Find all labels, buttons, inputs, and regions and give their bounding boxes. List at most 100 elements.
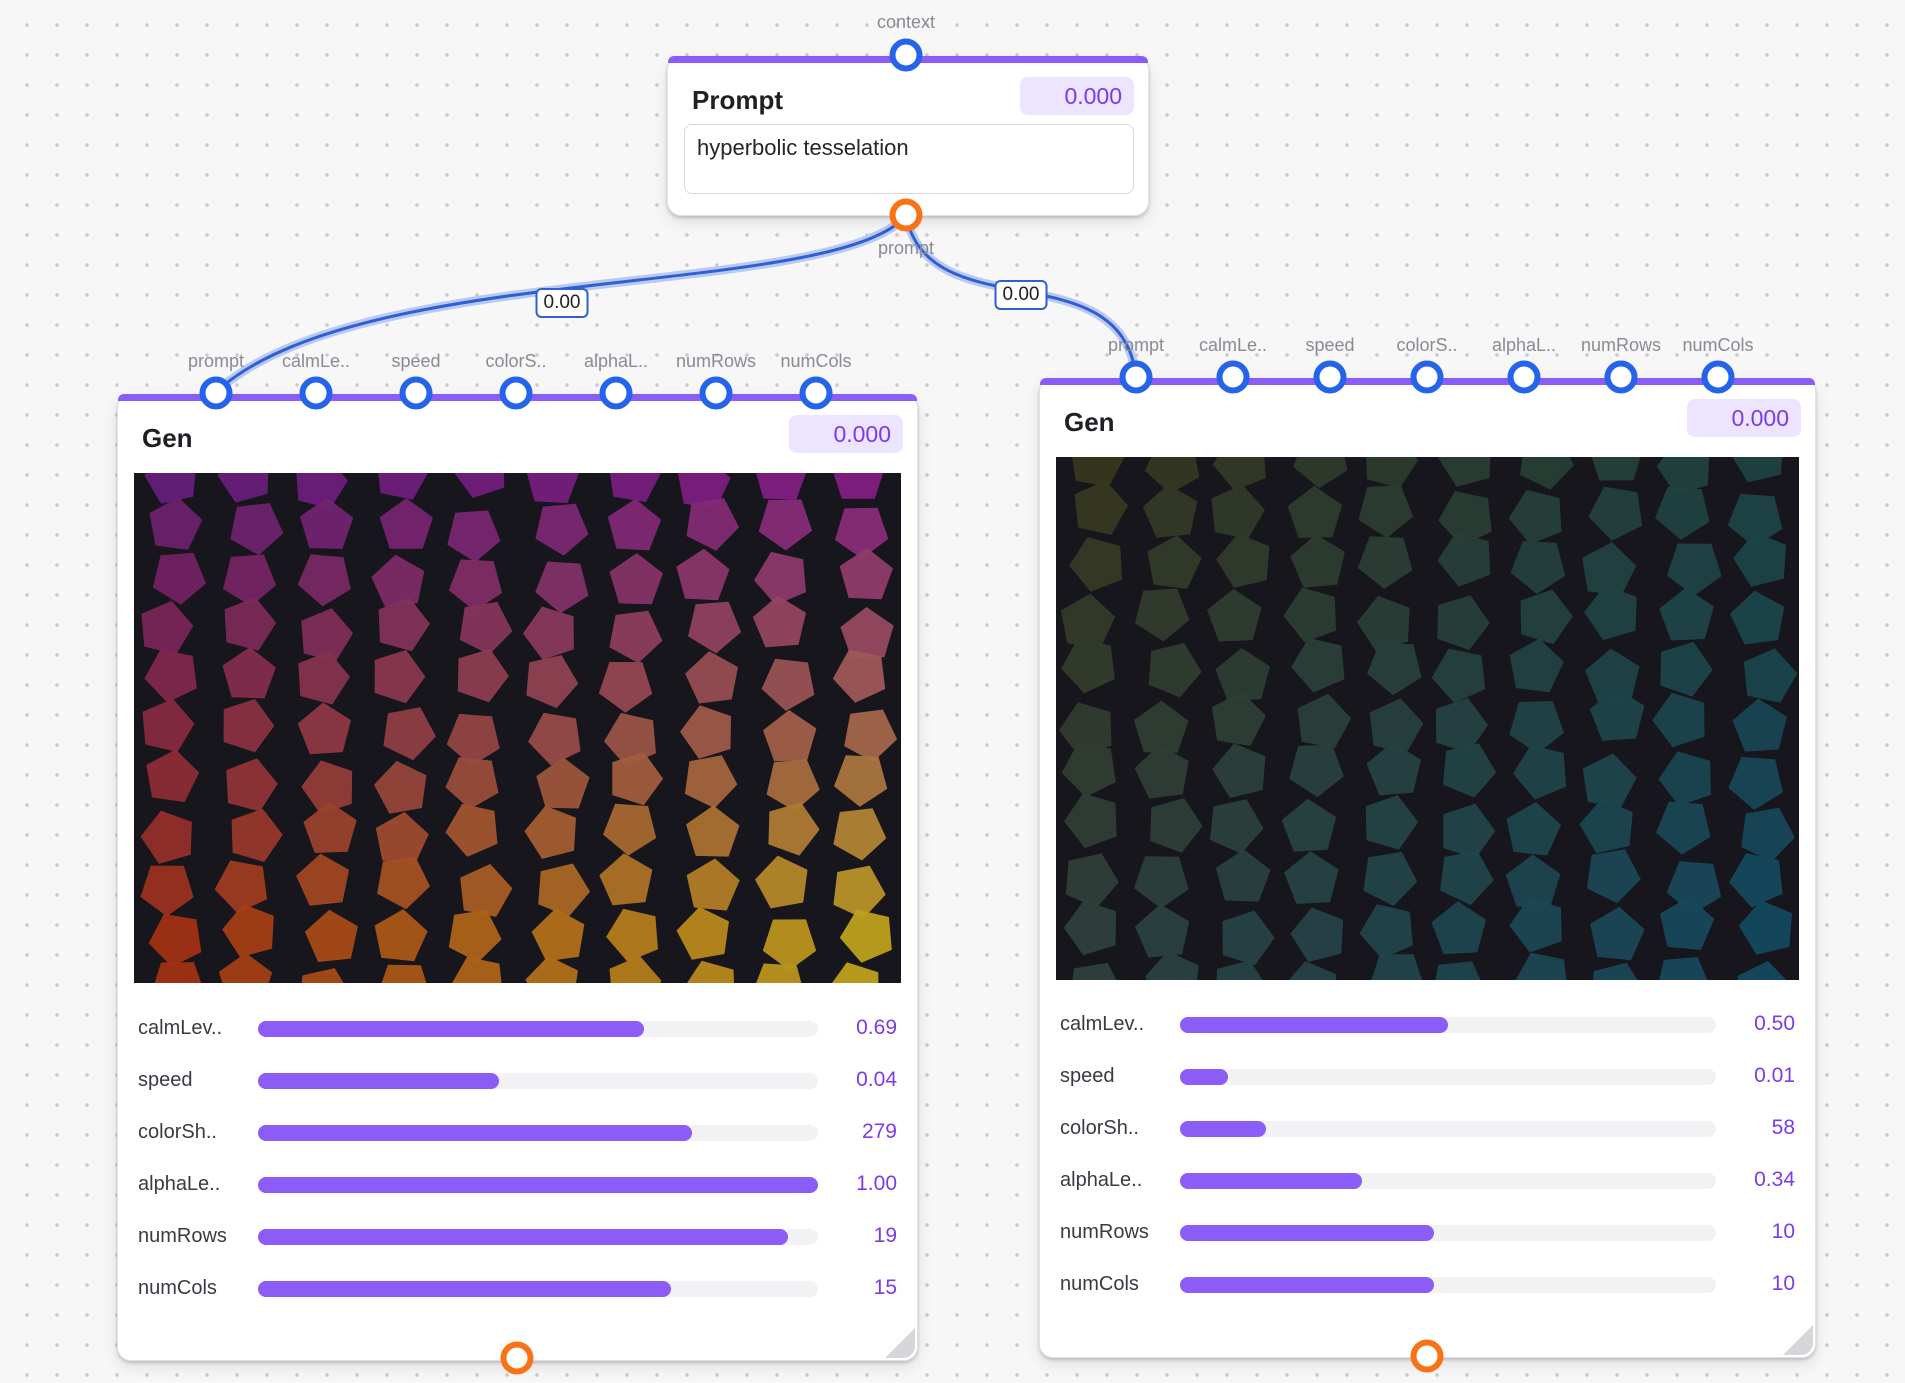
- slider-row[interactable]: numCols 10: [1060, 1269, 1795, 1299]
- pentagon-shape: [536, 757, 590, 809]
- pentagon-shape: [1060, 593, 1116, 648]
- slider-label: numRows: [1060, 1221, 1149, 1243]
- pentagon-shape: [1728, 756, 1783, 810]
- slider-fill: [258, 1125, 692, 1141]
- pentagon-shape: [377, 856, 430, 910]
- slider-value: 0.69: [856, 1016, 897, 1039]
- slider-row[interactable]: numRows 19: [138, 1221, 897, 1251]
- pentagon-shape: [1284, 851, 1339, 904]
- gen-output-handle[interactable]: [1410, 1339, 1443, 1373]
- pentagon-shape: [834, 507, 889, 559]
- slider-value: 0.01: [1754, 1064, 1795, 1087]
- node-value-badge: 0.000: [1687, 399, 1801, 437]
- pentagon-shape: [840, 607, 894, 659]
- pentagon-shape: [1431, 901, 1487, 955]
- pentagon-shape: [832, 649, 886, 703]
- input-handle-1[interactable]: [1216, 360, 1250, 394]
- slider-row[interactable]: calmLev.. 0.50: [1060, 1009, 1795, 1039]
- slider-row[interactable]: numCols 15: [138, 1273, 897, 1303]
- pentagon-shape: [833, 808, 887, 861]
- pentagon-shape: [301, 968, 344, 983]
- input-handle-2[interactable]: [399, 376, 433, 410]
- input-handle-0[interactable]: [199, 376, 233, 410]
- gen-node-left[interactable]: Gen 0.000 calmLev.. 0.69 speed 0.04 colorSh.…: [117, 394, 918, 1361]
- prompt-output-handle[interactable]: [889, 198, 923, 232]
- slider-row[interactable]: speed 0.04: [138, 1065, 897, 1095]
- gen-node-right[interactable]: Gen 0.000 calmLev.. 0.50 speed 0.01 colorSh.…: [1039, 378, 1816, 1358]
- input-label-4: alphaL..: [583, 351, 649, 371]
- pentagon-shape: [144, 473, 196, 504]
- pentagon-shape: [1443, 743, 1497, 798]
- pentagon-shape: [1509, 638, 1564, 693]
- input-handle-6[interactable]: [799, 376, 833, 410]
- slider-row[interactable]: speed 0.01: [1060, 1061, 1795, 1091]
- context-input-handle[interactable]: [889, 38, 923, 72]
- slider-track[interactable]: [258, 1229, 818, 1245]
- slider-track[interactable]: [1180, 1173, 1716, 1189]
- edge-label-1[interactable]: 0.00: [535, 288, 589, 318]
- slider-row[interactable]: numRows 10: [1060, 1217, 1795, 1247]
- slider-value: 0.50: [1754, 1012, 1795, 1035]
- input-handle-5[interactable]: [1604, 360, 1638, 394]
- slider-track[interactable]: [258, 1177, 818, 1193]
- slider-row[interactable]: colorSh.. 58: [1060, 1113, 1795, 1143]
- slider-row[interactable]: colorSh.. 279: [138, 1117, 897, 1147]
- pentagon-shape: [298, 651, 350, 705]
- slider-track[interactable]: [1180, 1121, 1716, 1137]
- slider-fill: [1180, 1069, 1229, 1085]
- pentagon-shape: [1065, 853, 1119, 908]
- input-handle-3[interactable]: [1410, 360, 1444, 394]
- pentagon-shape: [762, 919, 817, 971]
- slider-track[interactable]: [1180, 1225, 1716, 1241]
- input-handle-1[interactable]: [299, 376, 333, 410]
- pentagon-shape: [1211, 691, 1266, 746]
- pentagon-shape: [296, 853, 350, 906]
- generated-canvas: [134, 473, 901, 983]
- pentagon-shape: [763, 710, 817, 762]
- pentagon-shape: [603, 803, 657, 856]
- slider-row[interactable]: alphaLe.. 0.34: [1060, 1165, 1795, 1195]
- slider-row[interactable]: alphaLe.. 1.00: [138, 1169, 897, 1199]
- pentagon-shape: [1656, 801, 1711, 855]
- input-handle-4[interactable]: [599, 376, 633, 410]
- prompt-node[interactable]: Prompt 0.000 hyperbolic tesselation: [667, 56, 1149, 216]
- input-handle-5[interactable]: [699, 376, 733, 410]
- pentagon-shape: [1727, 493, 1783, 547]
- pentagon-shape: [1440, 850, 1494, 905]
- slider-track[interactable]: [1180, 1069, 1716, 1085]
- edge-label-2[interactable]: 0.00: [994, 280, 1048, 310]
- pentagon-shape: [1283, 587, 1337, 643]
- pentagon-shape: [224, 597, 277, 651]
- slider-track[interactable]: [1180, 1277, 1716, 1293]
- pentagon-shape: [371, 554, 425, 607]
- slider-track[interactable]: [258, 1281, 818, 1297]
- input-handle-4[interactable]: [1507, 360, 1541, 394]
- pentagon-shape: [297, 554, 351, 607]
- pentagon-shape: [1371, 954, 1423, 980]
- slider-fill: [258, 1229, 789, 1245]
- resize-handle[interactable]: [1783, 1325, 1813, 1355]
- slider-row[interactable]: calmLev.. 0.69: [138, 1013, 897, 1043]
- gen-output-handle[interactable]: [500, 1341, 533, 1375]
- slider-value: 279: [861, 1120, 897, 1143]
- resize-handle[interactable]: [885, 1328, 915, 1358]
- input-handle-2[interactable]: [1313, 360, 1347, 394]
- input-handle-3[interactable]: [499, 376, 533, 410]
- pentagon-shape: [459, 601, 513, 655]
- input-handle-6[interactable]: [1701, 360, 1735, 394]
- slider-track[interactable]: [258, 1021, 818, 1037]
- input-label-0: prompt: [187, 351, 245, 371]
- slider-track[interactable]: [258, 1125, 818, 1141]
- pentagon-shape: [686, 805, 740, 857]
- slider-value: 10: [1771, 1220, 1795, 1243]
- pentagon-shape: [454, 473, 505, 498]
- slider-track[interactable]: [1180, 1017, 1716, 1033]
- input-handle-0[interactable]: [1119, 360, 1153, 394]
- pentagon-shape: [230, 503, 284, 556]
- slider-track[interactable]: [258, 1073, 818, 1089]
- pentagon-shape: [756, 473, 807, 500]
- pentagon-shape: [685, 651, 738, 704]
- pentagon-shape: [373, 760, 427, 814]
- pentagon-shape: [304, 909, 358, 962]
- prompt-textarea[interactable]: hyperbolic tesselation: [684, 124, 1134, 194]
